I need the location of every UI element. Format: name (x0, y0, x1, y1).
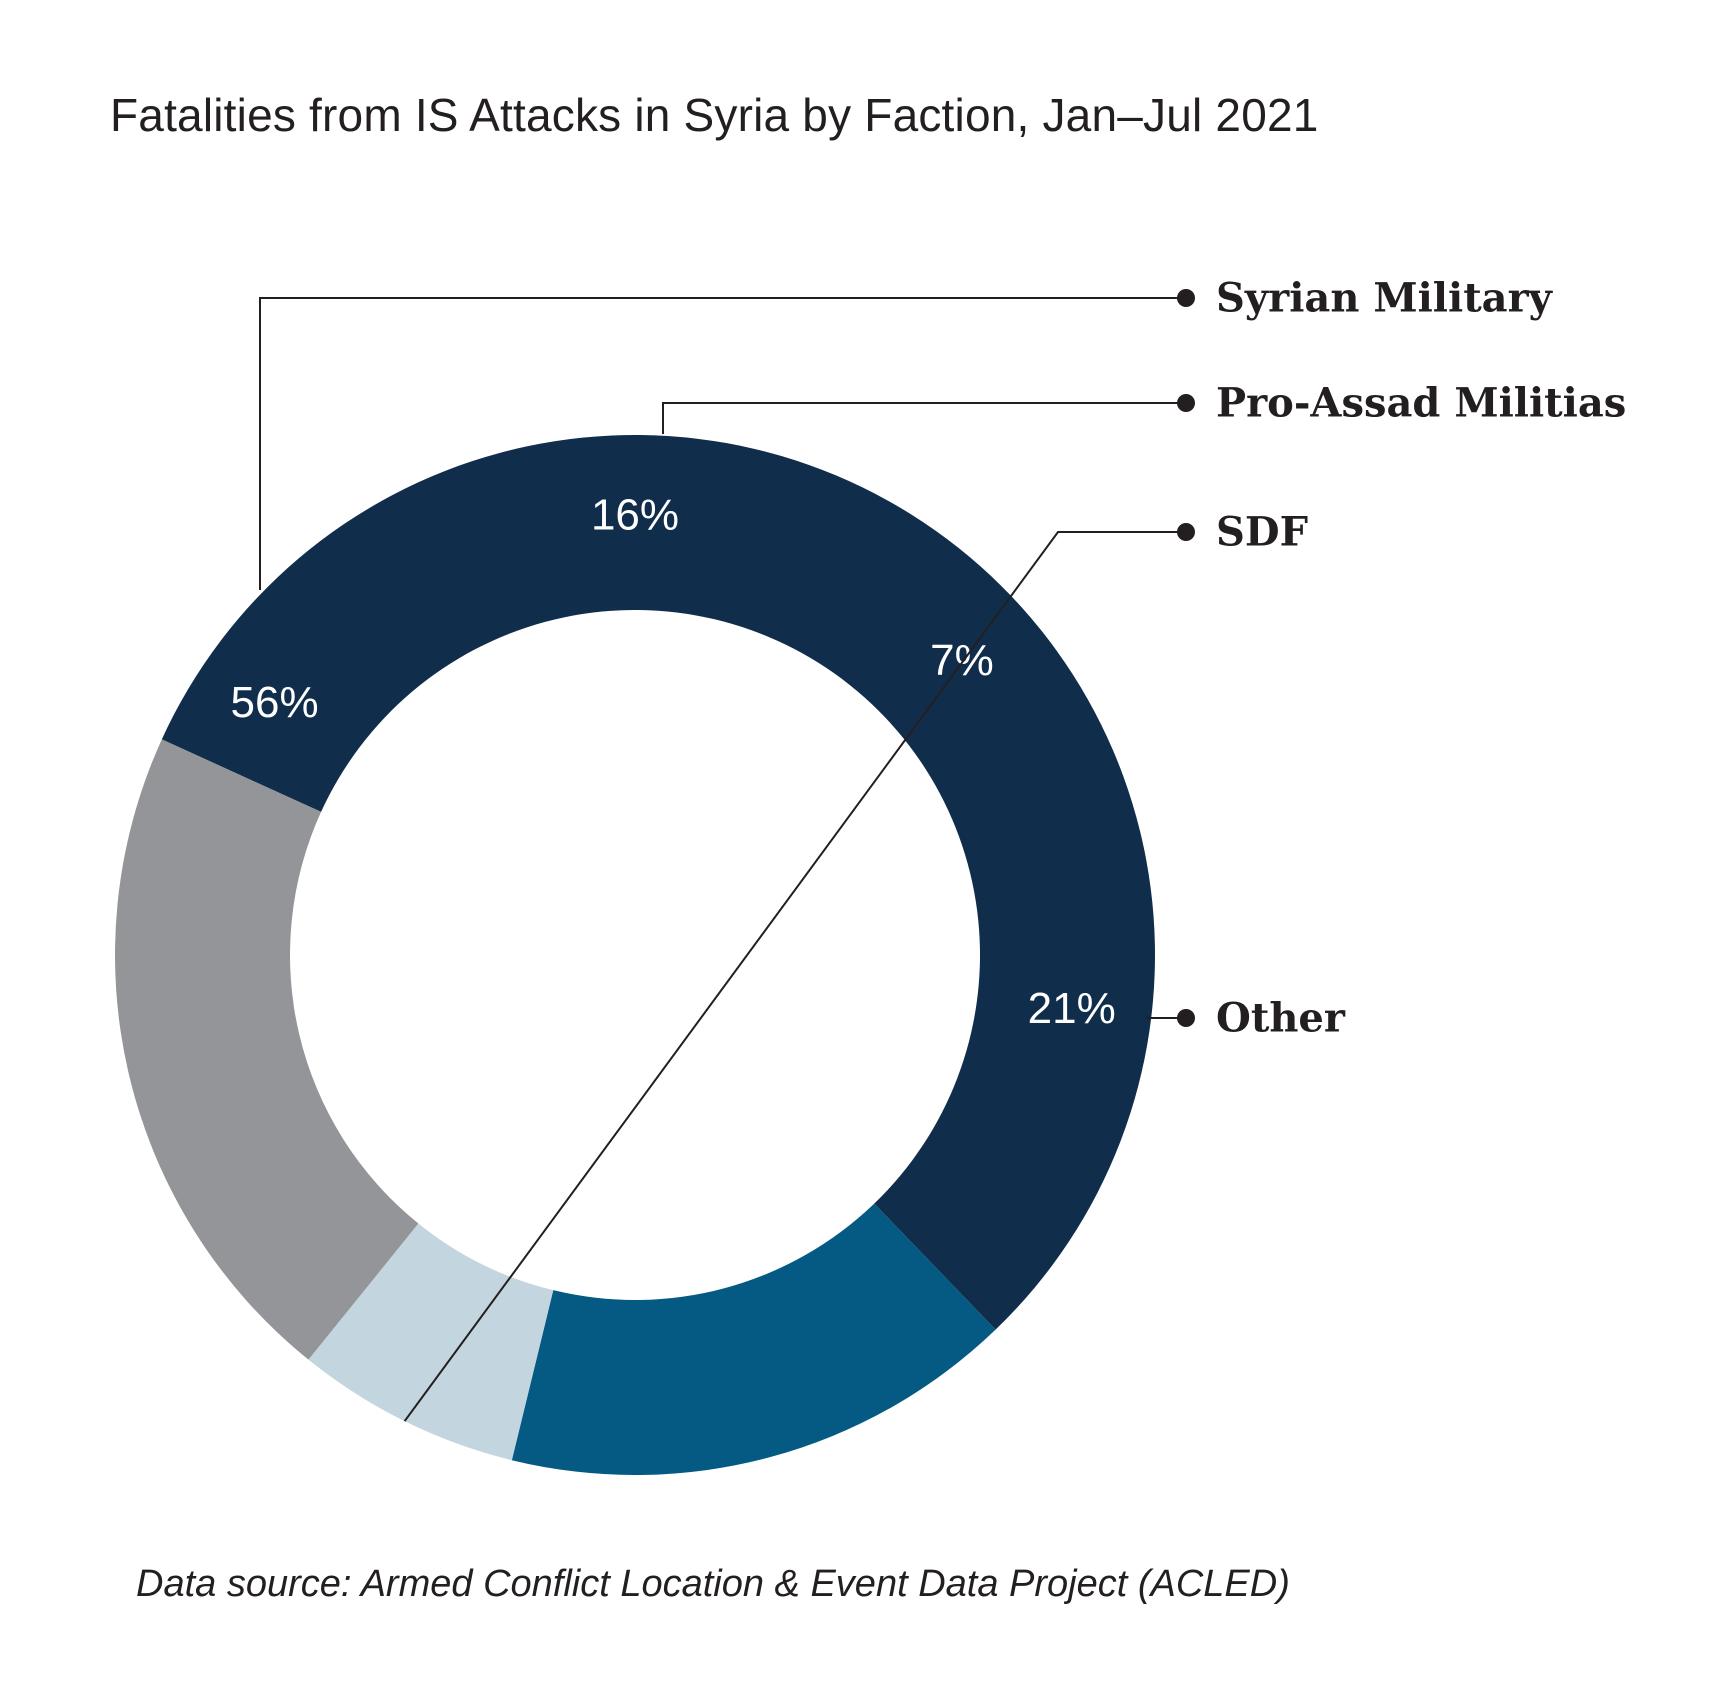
slice-pro-assad-militias (511, 1203, 996, 1476)
leader-line-pro-assad-militias (662, 402, 1186, 434)
slice-sdf (308, 1223, 554, 1461)
slice-label-sdf: 7% (930, 636, 994, 685)
legend: Syrian Military Pro-Assad Militias SDF Othe… (1177, 275, 1626, 1042)
slice-label-syrian-military: 56% (231, 678, 319, 727)
legend-label-other: Other (1216, 995, 1346, 1042)
slice-label-pro-assad-militias: 16% (591, 491, 679, 540)
legend-label-syrian-military: Syrian Military (1216, 275, 1554, 322)
legend-label-pro-assad-militias: Pro-Assad Militias (1216, 380, 1626, 427)
data-source-note: Data source: Armed Conflict Location & E… (136, 1563, 1290, 1605)
legend-dot-sdf (1177, 523, 1195, 541)
legend-leader-lines (259, 297, 1186, 1422)
donut-slices (114, 434, 1156, 1476)
leader-line-syrian-military (259, 297, 1186, 590)
slice-other (114, 739, 419, 1360)
donut-slice-labels: 56% 16% 7% 21% (231, 491, 1116, 1034)
chart-title: Fatalities from IS Attacks in Syria by F… (110, 89, 1319, 141)
leader-line-sdf (403, 531, 1186, 1422)
legend-label-sdf: SDF (1216, 509, 1308, 556)
slice-label-other: 21% (1028, 984, 1116, 1033)
legend-dot-pro-assad-militias (1177, 394, 1195, 412)
legend-dot-syrian-military (1177, 289, 1195, 307)
legend-dot-other (1177, 1009, 1195, 1027)
slice-syrian-military (161, 434, 1156, 1330)
